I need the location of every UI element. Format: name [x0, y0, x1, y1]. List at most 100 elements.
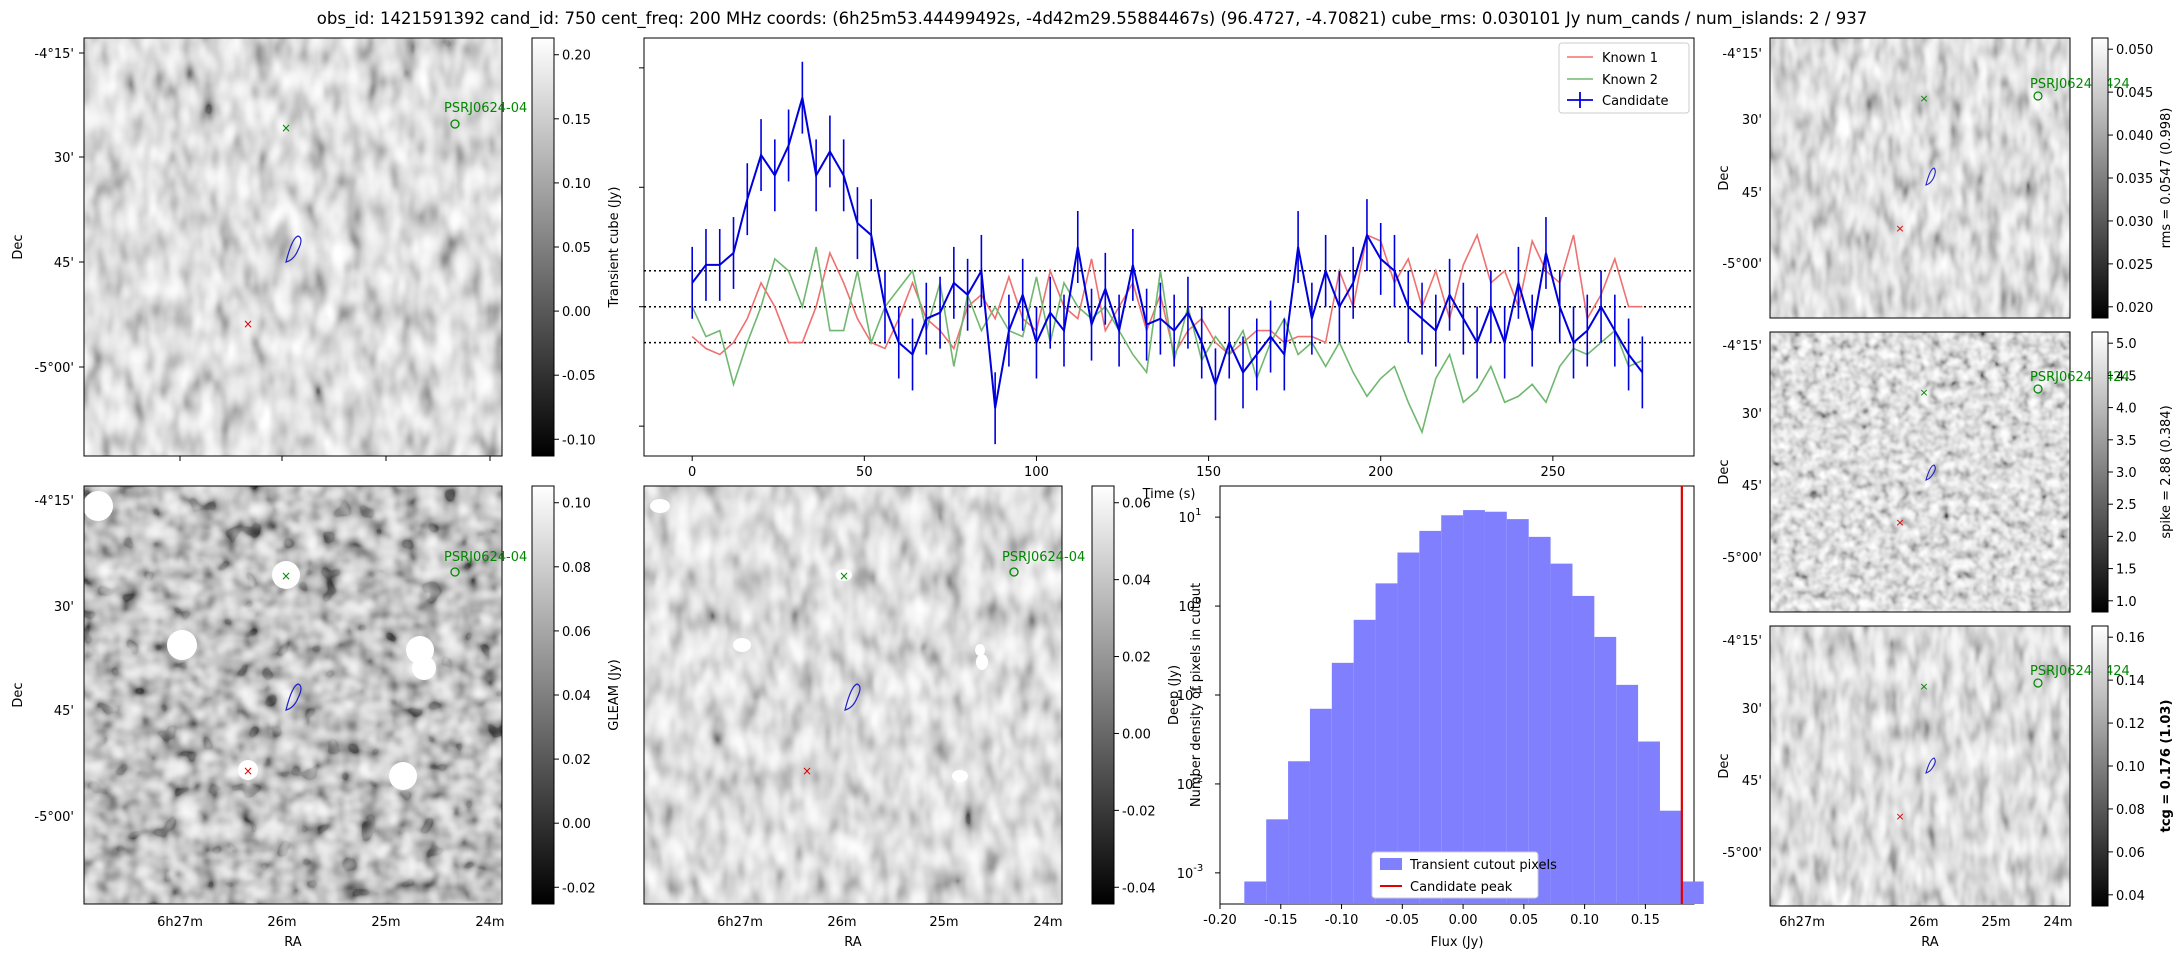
cbar-tick-label: 0.02 — [1122, 651, 1151, 666]
cbar-tick-label: 2.5 — [2116, 498, 2137, 513]
cbar-tick-label: 0.025 — [2116, 258, 2153, 273]
pulsar-label: PSRJ0624-0424 — [2030, 664, 2130, 679]
hist-bar — [1331, 662, 1354, 904]
colorbar-right-mid: 5.0 4.5 4.0 3.5 3.0 2.5 2.0 1.5 1.0 spike = 2.88… — [2091, 331, 2174, 613]
cbar-tick-label: 0.20 — [562, 49, 591, 64]
legend-candidate: Candidate — [1602, 94, 1668, 109]
dec-tick: 30' — [1742, 702, 1762, 717]
dec-tick: 45' — [1742, 479, 1762, 494]
ra-ticks — [179, 456, 491, 461]
cbar-tick-label: 0.04 — [1122, 574, 1151, 589]
colorbar-right-top: 0.050 0.045 0.040 0.035 0.030 0.025 0.020 rms … — [2091, 37, 2174, 319]
image-panel-right-mid: PSRJ0624-0424 × × -4°15' 30' 45' -5°00' … — [1717, 331, 2130, 613]
cbar-tick-label: 0.14 — [2116, 674, 2145, 689]
image-panel-right-top: PSRJ0624-0424 × × -4°15' 30' 45' -5°00' … — [1717, 37, 2130, 319]
ra-tick: 6h27m — [1779, 915, 1825, 930]
cbar-tick-label: 0.05 — [562, 241, 591, 256]
x-tick-label: -0.10 — [1325, 913, 1359, 928]
cbar-tick-label: 1.0 — [2116, 595, 2137, 610]
hist-bar — [1484, 511, 1507, 904]
dec-tick: -5°00' — [34, 810, 74, 825]
dec-tick: 30' — [54, 151, 74, 166]
dec-tick: 30' — [1742, 113, 1762, 128]
dec-tick: -4°15' — [1722, 634, 1762, 649]
cbar-tick-label: 0.02 — [562, 753, 591, 768]
cbar-tick-label: -0.02 — [562, 881, 596, 896]
dec-tick: -5°00' — [1722, 257, 1762, 272]
series-candidate — [691, 97, 1644, 409]
ra-tick: 25m — [1981, 915, 2010, 930]
hist-bar — [1353, 619, 1376, 904]
cbar-tick-label: 0.10 — [562, 177, 591, 192]
cbar-tick-label: 0.16 — [2116, 631, 2145, 646]
hist-bar — [1309, 708, 1332, 904]
hist-bar — [1397, 552, 1420, 904]
image-top-left — [84, 38, 502, 456]
cbar-tick-label: 0.10 — [2116, 760, 2145, 775]
colorbar-right-bot: 0.16 0.14 0.12 0.10 0.08 0.06 0.04 tcg = 0.176… — [2091, 625, 2174, 907]
hist-bar — [1266, 819, 1289, 904]
svg-text:×: × — [1919, 386, 1928, 399]
y-axis-label: Dec — [1717, 165, 1732, 190]
svg-text:×: × — [1895, 810, 1904, 823]
dec-tick: 45' — [1742, 774, 1762, 789]
histogram-ylabel: Number density of pixels in cutout — [1189, 583, 1204, 807]
cbar-tick-label: 0.08 — [2116, 803, 2145, 818]
ra-tick: 6h27m — [157, 915, 203, 930]
candidate-contour — [285, 235, 302, 263]
x-axis-label: RA — [284, 935, 302, 950]
colorbar-top-left: 0.20 0.15 0.10 0.05 0.00 -0.05 -0.10 — [531, 37, 596, 457]
cbar-tick-label: 0.04 — [2116, 889, 2145, 904]
cbar-label-rms: rms = 0.0547 (0.998) — [2159, 108, 2174, 249]
known-source-marker-red: × — [243, 317, 253, 331]
legend-known1: Known 1 — [1602, 51, 1658, 66]
cbar-tick-label: 0.12 — [2116, 717, 2145, 732]
colorbar-bottom-mid: 0.06 0.04 0.02 0.00 -0.02 -0.04 Deep (Jy) — [1091, 485, 1182, 905]
hist-bar — [1638, 741, 1660, 904]
pulsar-label: PSRJ0624-0424 — [2030, 370, 2130, 385]
colorbar-bottom-left: 0.10 0.08 0.06 0.04 0.02 0.00 -0.02 GLEAM (Jy) — [531, 485, 622, 905]
y-axis-label: Dec — [11, 682, 26, 707]
image-panel-bottom-mid: PSRJ0624-04 × × 6h27m 26m 25m 24m RA — [643, 485, 1085, 950]
cbar-tick-label: 0.040 — [2116, 129, 2153, 144]
x-tick-label: 100 — [1024, 465, 1049, 480]
ra-tick: 25m — [929, 915, 958, 930]
x-tick-label: 0 — [688, 465, 696, 480]
cbar-label-tcg: tcg = 0.176 (1.03) — [2159, 700, 2174, 833]
cbar-tick-label: 5.0 — [2116, 337, 2137, 352]
cbar-tick-label: 2.0 — [2116, 530, 2137, 545]
y-axis-label: Dec — [1717, 459, 1732, 484]
hist-bar — [1441, 515, 1464, 904]
ra-tick: 26m — [267, 915, 296, 930]
hist-bar — [1528, 536, 1551, 904]
x-axis-label: RA — [844, 935, 862, 950]
svg-text:×: × — [839, 569, 849, 583]
dec-ticks: -4°15' 30' 45' -5°00' — [34, 47, 84, 376]
dec-tick: 30' — [1742, 407, 1762, 422]
known-source-marker: × — [281, 121, 291, 135]
hist-bar — [1244, 881, 1267, 904]
cbar-tick-label: 0.045 — [2116, 86, 2153, 101]
hist-bar — [1616, 684, 1639, 904]
pulsar-marker — [450, 119, 460, 129]
hist-bar — [1659, 810, 1682, 904]
legend-hist: Transient cutout pixels — [1409, 858, 1557, 873]
ra-tick: 26m — [1909, 915, 1938, 930]
cbar-tick-label: 0.00 — [1122, 727, 1151, 742]
legend-known2: Known 2 — [1602, 73, 1658, 88]
x-tick-label: 50 — [856, 465, 873, 480]
cbar-tick-label: -0.02 — [1122, 804, 1156, 819]
svg-text:×: × — [1919, 680, 1928, 693]
hist-bar — [1288, 761, 1310, 904]
hist-bar — [1550, 563, 1573, 904]
dec-tick: -4°15' — [1722, 47, 1762, 62]
cbar-tick-label: 0.08 — [562, 561, 591, 576]
hist-bar — [1463, 510, 1485, 904]
x-axis-label: RA — [1921, 935, 1939, 950]
cbar-label-spike: spike = 2.88 (0.384) — [2159, 405, 2174, 538]
ra-tick: 24m — [2043, 915, 2072, 930]
cbar-tick-label: 0.15 — [562, 113, 591, 128]
dec-tick: -4°15' — [34, 494, 74, 509]
lightcurve-panel: 0 50 100 150 200 250 Time (s) Transient cube … — [607, 37, 1695, 502]
